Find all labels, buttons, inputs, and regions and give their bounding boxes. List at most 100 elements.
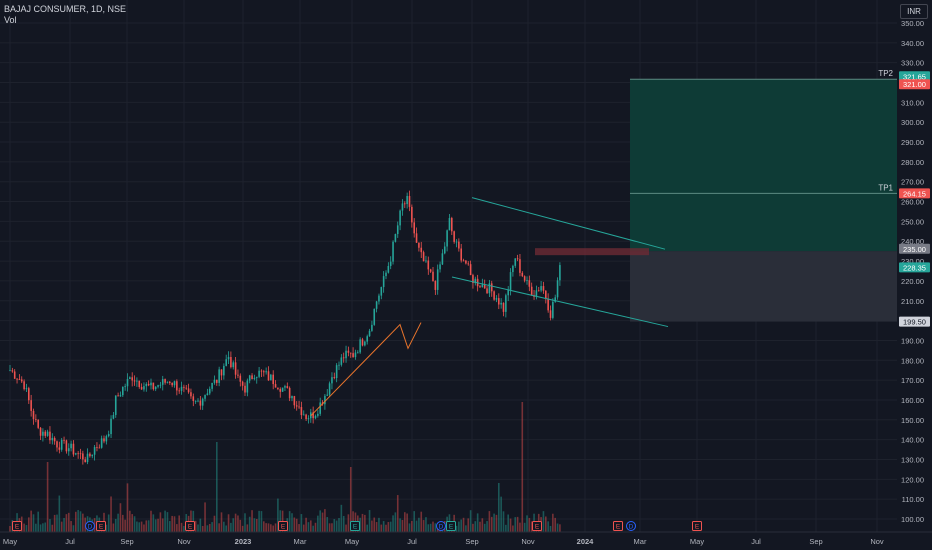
candle-body — [46, 431, 49, 436]
candle-body — [291, 396, 293, 399]
candle-body — [427, 260, 430, 270]
volume-bar — [389, 521, 392, 532]
volume-bar — [526, 515, 528, 532]
candle-body — [401, 203, 404, 211]
volume-bar — [335, 520, 338, 532]
volume-bar — [157, 518, 159, 532]
time-tick-label: Sep — [120, 537, 133, 546]
volume-bar — [253, 518, 256, 532]
price-tick-label: 350.00 — [901, 19, 924, 28]
candle-body — [35, 419, 37, 420]
candle-body — [37, 419, 39, 428]
volume-bar — [523, 522, 526, 532]
candle-body — [114, 395, 117, 415]
volume-bar — [328, 523, 331, 532]
volume-bar — [159, 512, 162, 532]
candle-body — [136, 380, 138, 382]
candle-body — [535, 290, 538, 297]
candle-body — [465, 260, 467, 264]
volume-bar — [234, 513, 237, 532]
volume-bar — [479, 521, 481, 532]
earnings-marker-label: E — [188, 524, 193, 531]
volume-bar — [56, 514, 58, 532]
candle-body — [394, 234, 397, 242]
volume-bar — [199, 518, 202, 532]
volume-bar — [119, 503, 122, 532]
candle-body — [279, 389, 282, 392]
volume-bar — [65, 514, 68, 532]
candle-body — [389, 261, 392, 266]
price-tick-label: 240.00 — [901, 237, 924, 246]
volume-bar — [542, 511, 545, 532]
candle-body — [122, 386, 124, 396]
currency-button[interactable]: INR — [900, 4, 928, 19]
candle-body — [458, 241, 460, 249]
volume-indicator-label[interactable]: Vol — [4, 15, 17, 25]
time-tick-label: May — [690, 537, 704, 546]
volume-bar — [180, 522, 183, 532]
volume-bar — [183, 525, 185, 532]
candle-body — [526, 280, 528, 281]
candle-body — [364, 341, 366, 346]
volume-bar — [72, 525, 75, 532]
volume-bar — [138, 522, 141, 532]
volume-bar — [361, 513, 364, 532]
candle-body — [180, 386, 183, 391]
candle-body — [28, 388, 30, 401]
candle-body — [382, 276, 385, 288]
candle-body — [25, 388, 28, 390]
volume-bar — [152, 514, 155, 532]
candle-body — [342, 357, 345, 359]
earnings-marker-label: E — [535, 524, 540, 531]
candle-body — [293, 396, 296, 406]
volume-bar — [263, 521, 265, 532]
symbol-title[interactable]: BAJAJ CONSUMER, 1D, NSE — [4, 4, 127, 14]
volume-bar — [255, 518, 258, 532]
time-axis[interactable]: May Jul Sep Nov 2023 Mar May Jul Sep Nov 2024 Mar Ma… — [0, 531, 932, 546]
volume-bar — [117, 513, 119, 532]
candle-body — [425, 260, 427, 262]
volume-bar — [371, 520, 373, 532]
candle-body — [368, 330, 371, 337]
candle-body — [159, 384, 162, 386]
candle-body — [357, 352, 359, 354]
candle-body — [380, 287, 383, 296]
price-tick-label: 220.00 — [901, 277, 924, 286]
volume-bar — [465, 525, 467, 532]
volume-bar — [411, 520, 413, 532]
candle-body — [547, 298, 549, 311]
volume-bar — [147, 520, 150, 532]
earnings-marker-label: E — [353, 524, 358, 531]
volume-bar — [415, 520, 418, 532]
volume-bar — [114, 518, 117, 532]
volume-bar — [394, 512, 397, 532]
price-tick-label: 150.00 — [901, 416, 924, 425]
candle-body — [373, 308, 376, 325]
candle-body — [75, 453, 77, 455]
volume-bar — [53, 514, 56, 532]
candle-body — [429, 269, 432, 272]
candle-body — [472, 275, 474, 284]
volume-bar — [291, 513, 293, 532]
volume-bar — [392, 515, 394, 532]
volume-bar — [63, 517, 65, 532]
volume-bar — [507, 514, 509, 532]
volume-bar — [206, 525, 209, 532]
candle-body — [267, 371, 270, 381]
volume-bar — [270, 524, 272, 532]
candle-body — [352, 353, 354, 358]
volume-bar — [378, 517, 380, 532]
price-tick-label: 190.00 — [901, 336, 924, 345]
candle-body — [265, 371, 267, 373]
volume-bar — [300, 514, 303, 532]
candles — [9, 190, 561, 465]
volume-bar — [277, 498, 279, 532]
candle-body — [164, 379, 166, 383]
candle-body — [328, 383, 331, 395]
candle-body — [258, 370, 260, 377]
volume-bar — [25, 525, 28, 532]
volume-bar — [42, 523, 44, 532]
candle-body — [230, 357, 232, 368]
